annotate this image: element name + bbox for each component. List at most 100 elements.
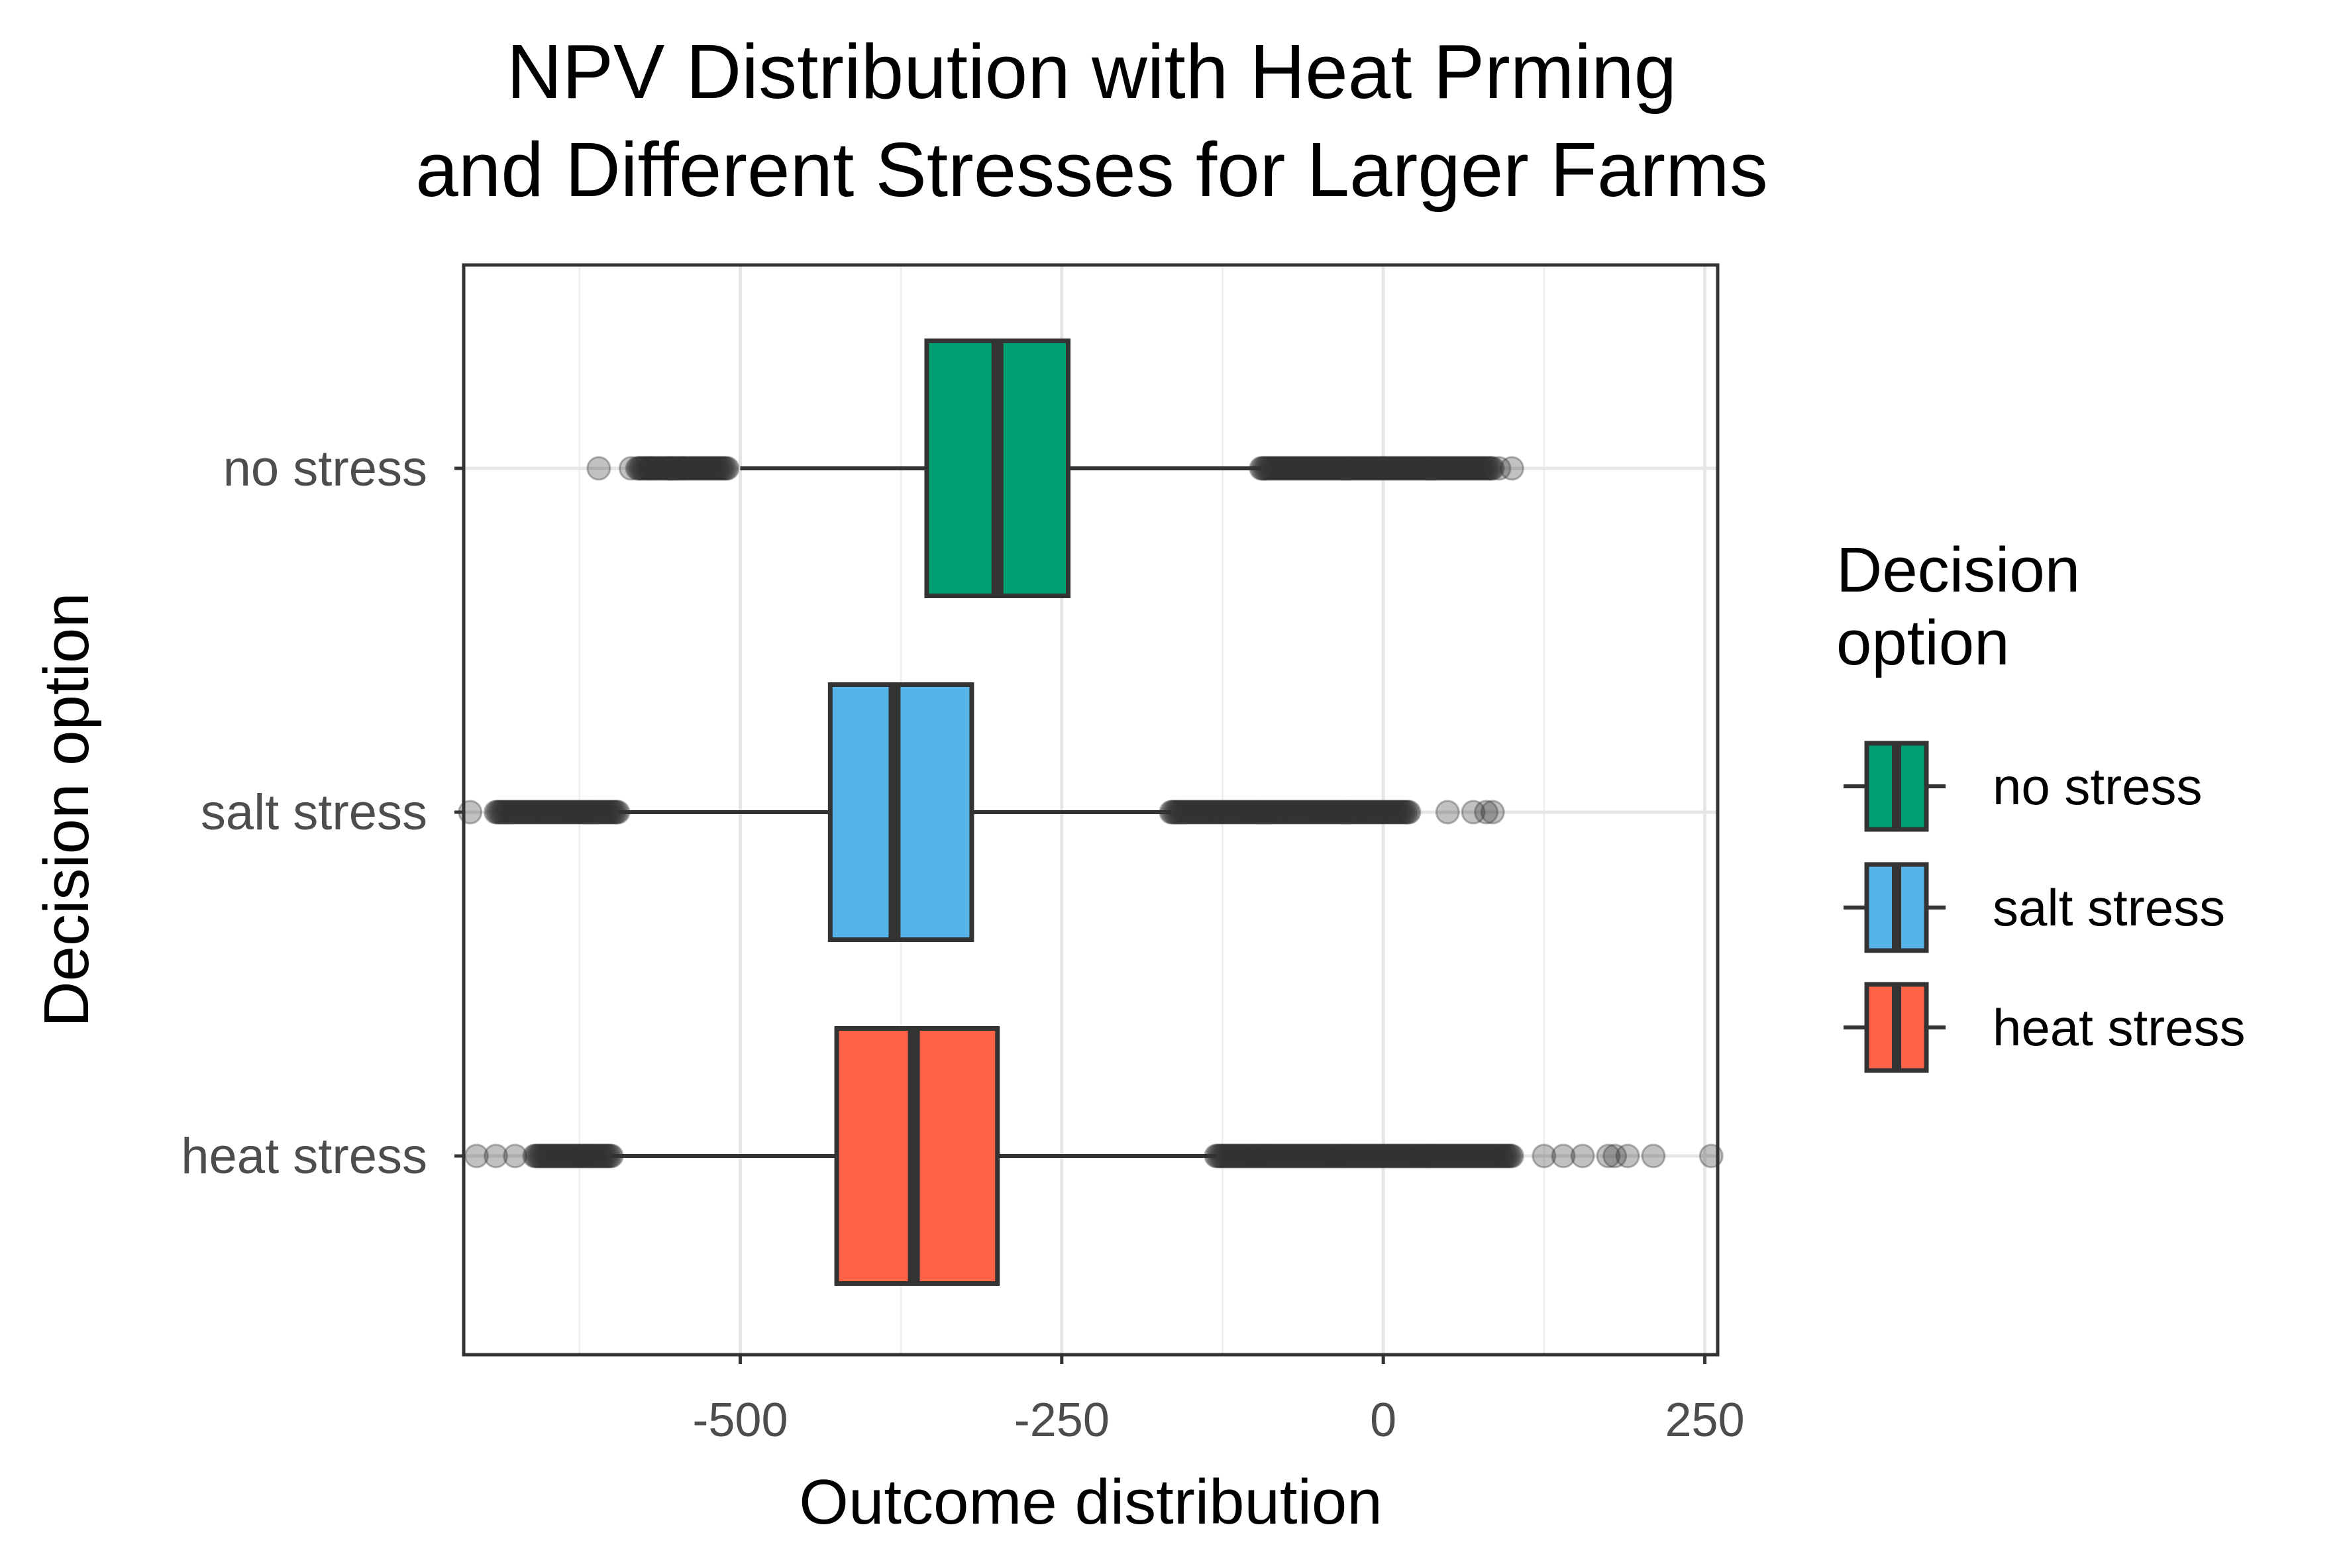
outlier-point-high (1234, 1143, 1259, 1169)
outlier-point-low (516, 800, 541, 825)
outlier-point-low (502, 800, 527, 825)
outlier-point-high (1277, 456, 1302, 481)
outlier-point (1641, 1143, 1666, 1169)
outlier-point-high (1336, 800, 1361, 825)
outlier-point-low (499, 800, 524, 825)
outlier-point-high (1412, 1143, 1437, 1169)
outlier-point-low (588, 1143, 613, 1169)
outlier-point-low (568, 800, 594, 825)
outlier-point-high (1196, 800, 1221, 825)
outlier-point-low (564, 800, 589, 825)
x-tick-label: -250 (1014, 1394, 1110, 1447)
outlier-point-low (665, 456, 690, 481)
outlier-point-high (1291, 800, 1316, 825)
outlier-point-high (1299, 800, 1324, 825)
outlier-point (1461, 800, 1486, 825)
outlier-point-high (1381, 1143, 1406, 1169)
outlier-point-high (1399, 1143, 1424, 1169)
outlier-point-high (1488, 1143, 1514, 1169)
outlier-point-low (566, 1143, 592, 1169)
outlier-point-high (1280, 800, 1306, 825)
outlier-point-high (1249, 800, 1275, 825)
outlier-point-high (1205, 1143, 1230, 1169)
outlier-point-low (654, 456, 680, 481)
outlier-point-high (1359, 1143, 1384, 1169)
outlier-point-high (1382, 1143, 1408, 1169)
outlier-point-high (1474, 456, 1499, 481)
outlier-point-high (1459, 456, 1484, 481)
outlier-point-low (637, 456, 662, 481)
outlier-point-high (1362, 1143, 1387, 1169)
outlier-point-high (1231, 1143, 1257, 1169)
outlier-point-high (1335, 800, 1360, 825)
outlier-point-high (1476, 1143, 1501, 1169)
outlier-point-high (1265, 1143, 1290, 1169)
outlier-point-high (1371, 456, 1396, 481)
outlier-point-high (1369, 1143, 1394, 1169)
outlier-point-low (521, 800, 546, 825)
outlier-point-low (659, 456, 684, 481)
outlier-point-high (1349, 456, 1374, 481)
outlier-point-high (1342, 1143, 1367, 1169)
outlier-point-high (1236, 1143, 1261, 1169)
outlier-point-high (1333, 456, 1359, 481)
outlier-point-low (530, 800, 555, 825)
outlier-point-low (547, 1143, 572, 1169)
outlier-point-high (1454, 456, 1479, 481)
outlier-point-low (551, 800, 576, 825)
outlier-point-high (1440, 456, 1465, 481)
outlier-point-low (488, 800, 513, 825)
outlier-point-high (1385, 1143, 1410, 1169)
outlier-point-high (1369, 800, 1394, 825)
outlier-point-high (1459, 1143, 1485, 1169)
outlier-point-high (1330, 456, 1355, 481)
outlier-point-high (1264, 456, 1289, 481)
outlier-point-high (1378, 1143, 1403, 1169)
outlier-point-low (584, 1143, 609, 1169)
outlier-point-high (1445, 456, 1470, 481)
outlier-point-high (1446, 456, 1471, 481)
outlier-point-high (1176, 800, 1201, 825)
outlier-point-high (1267, 456, 1292, 481)
outlier-point-low (525, 1143, 550, 1169)
outlier-point-high (1326, 800, 1351, 825)
outlier-point-high (1248, 800, 1273, 825)
outlier-point-high (1475, 456, 1500, 481)
outlier-point-high (1464, 1143, 1489, 1169)
outlier-point-high (1404, 456, 1430, 481)
outlier-point-high (1469, 456, 1494, 481)
outlier-point-high (1248, 1143, 1273, 1169)
outlier-point-high (1468, 456, 1493, 481)
outlier-point-high (1159, 800, 1184, 825)
outlier-point-high (1451, 1143, 1477, 1169)
outlier-point-high (1310, 800, 1335, 825)
outlier-point-high (1428, 456, 1453, 481)
outlier-point-high (1302, 1143, 1328, 1169)
outlier-point-low (519, 800, 544, 825)
outlier-point-low (554, 800, 580, 825)
outlier-point-high (1180, 800, 1205, 825)
outlier-point-high (1445, 1143, 1471, 1169)
outlier-point-low (709, 456, 734, 481)
outlier-point-high (1341, 456, 1367, 481)
outlier-point-high (1479, 1143, 1504, 1169)
outlier-point-high (1216, 1143, 1241, 1169)
outlier-point-high (1334, 1143, 1359, 1169)
outlier-point-high (1455, 456, 1481, 481)
outlier-point-high (1361, 800, 1386, 825)
outlier-point-low (570, 800, 595, 825)
outlier-point-high (1353, 1143, 1378, 1169)
outlier-point-high (1296, 1143, 1321, 1169)
outlier-point-low (539, 1143, 564, 1169)
outlier-point-high (1200, 800, 1226, 825)
outlier-point-high (1282, 456, 1308, 481)
outlier-point-high (1396, 1143, 1422, 1169)
outlier-point-high (1393, 800, 1418, 825)
outlier-point-high (1430, 1143, 1455, 1169)
outlier-point-low (687, 456, 712, 481)
outlier-point-high (1441, 1143, 1466, 1169)
outlier-point-high (1322, 800, 1347, 825)
outlier-point-low (522, 1143, 547, 1169)
outlier-point-high (1329, 456, 1354, 481)
outlier-point-low (545, 800, 570, 825)
